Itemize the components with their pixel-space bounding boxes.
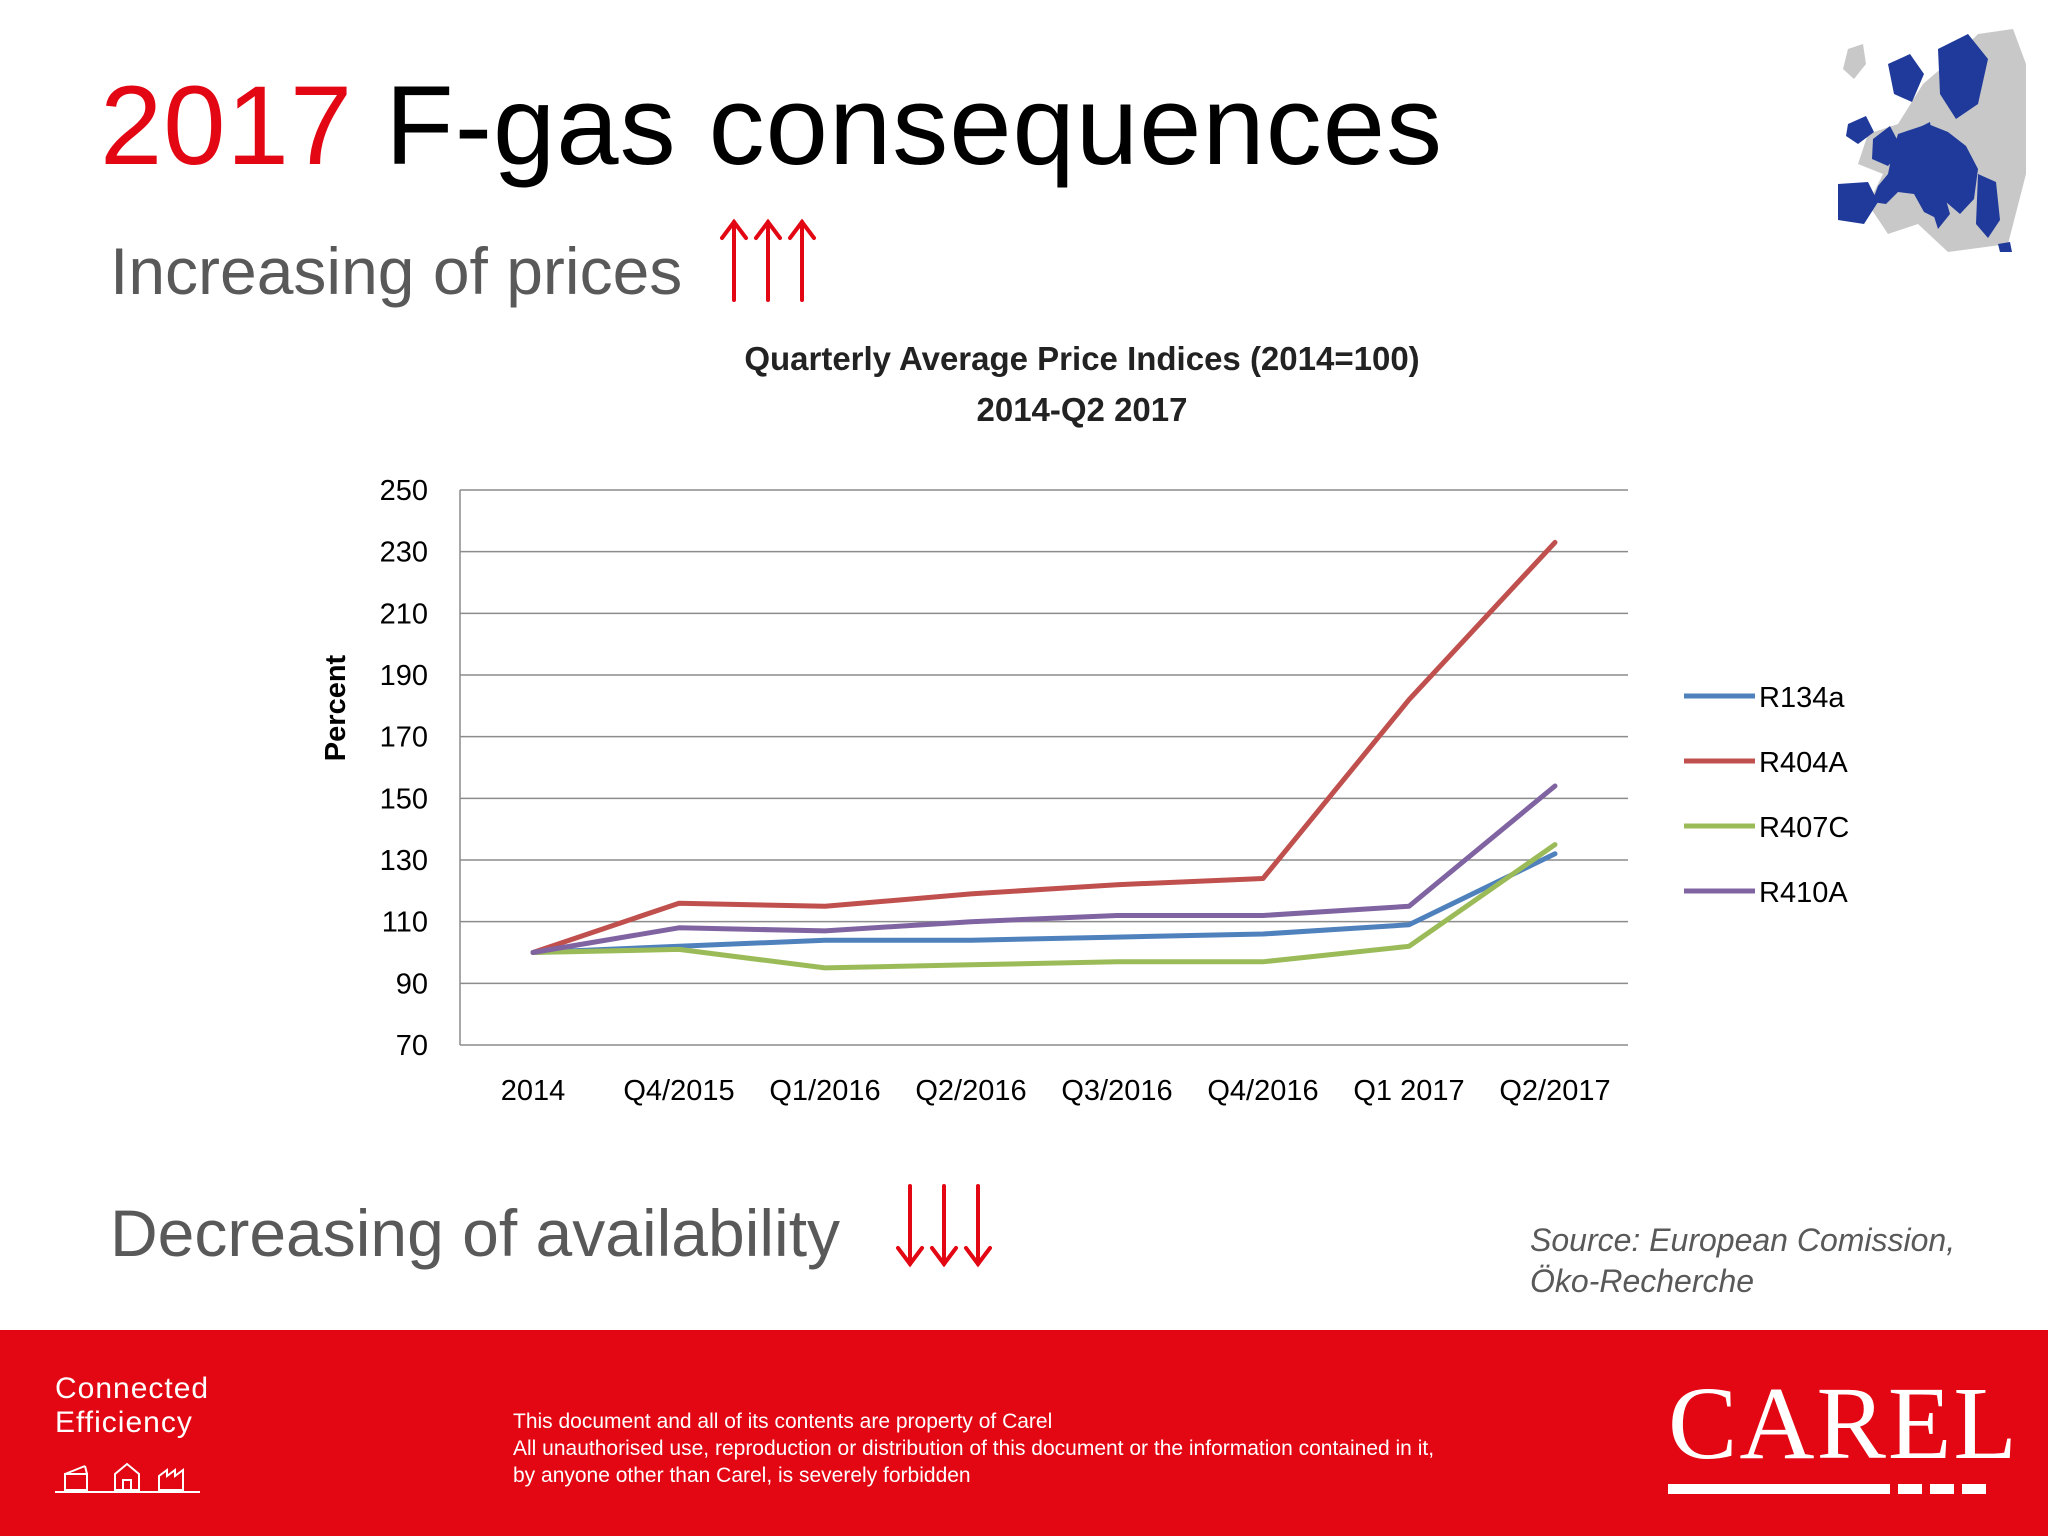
y-tick-label: 150 [380, 783, 428, 815]
y-tick-label: 130 [380, 845, 428, 877]
source-line-2: Öko-Recherche [1530, 1263, 1755, 1299]
x-tick-label: Q1 2017 [1353, 1075, 1464, 1107]
y-tick-label: 250 [380, 475, 428, 507]
y-tick-label: 90 [396, 968, 428, 1000]
x-tick-label: Q4/2015 [623, 1075, 734, 1107]
triple-up-arrow-icon [720, 218, 816, 302]
legend-label-r134a: R134a [1759, 682, 1845, 714]
logo-underline [1668, 1484, 2019, 1494]
tagline-line-1: Connected [55, 1372, 210, 1405]
prices-subtitle: Increasing of prices [110, 234, 683, 308]
x-tick-label: 2014 [501, 1075, 566, 1107]
legend-label-r407c: R407C [1759, 812, 1849, 844]
title-text: F-gas consequences [353, 63, 1443, 188]
y-tick-label: 70 [396, 1030, 428, 1062]
europe-map-icon [1828, 24, 2028, 254]
logo-wordmark: CAREL [1668, 1366, 2019, 1481]
y-tick-label: 170 [380, 722, 428, 754]
series-line-r407c [530, 842, 1558, 971]
series-line-r410a [530, 783, 1558, 955]
legal-line-3: by anyone other than Carel, is severely … [513, 1464, 971, 1487]
title-year: 2017 [100, 63, 354, 188]
carel-logo: CAREL [1668, 1372, 2019, 1494]
y-tick-label: 190 [380, 660, 428, 692]
series-line-r134a [530, 851, 1558, 955]
series-line-r404a [530, 539, 1558, 955]
legal-line-2: All unauthorised use, reproduction or di… [513, 1437, 1435, 1460]
triple-down-arrow-icon [896, 1184, 992, 1268]
footer-bar: Connected Efficiency This document and a… [0, 1330, 2048, 1536]
x-tick-label: Q2/2017 [1499, 1075, 1610, 1107]
chart-subtitle: 2014-Q2 2017 [976, 391, 1187, 428]
y-tick-label: 210 [380, 598, 428, 630]
legal-notice: This document and all of its contents ar… [513, 1408, 1434, 1489]
price-index-chart: Quarterly Average Price Indices (2014=10… [320, 340, 1849, 1107]
y-axis-title: Percent [320, 654, 352, 761]
y-tick-label: 230 [380, 537, 428, 569]
legend-label-r404a: R404A [1759, 747, 1848, 779]
connected-efficiency-tagline: Connected Efficiency [55, 1372, 209, 1440]
tagline-line-2: Efficiency [55, 1406, 193, 1439]
x-tick-label: Q3/2016 [1061, 1075, 1172, 1107]
x-tick-label: Q4/2016 [1207, 1075, 1318, 1107]
x-tick-label: Q2/2016 [915, 1075, 1026, 1107]
legend-label-r410a: R410A [1759, 877, 1848, 909]
y-tick-label: 110 [382, 907, 428, 939]
slide-title: 2017 F-gas consequences [100, 70, 1443, 182]
building-icons [55, 1462, 200, 1493]
x-tick-label: Q1/2016 [769, 1075, 880, 1107]
legal-line-1: This document and all of its contents ar… [513, 1410, 1053, 1433]
source-note: Source: European Comission, Öko-Recherch… [1530, 1220, 1955, 1302]
availability-subtitle: Decreasing of availability [110, 1196, 841, 1270]
chart-title: Quarterly Average Price Indices (2014=10… [744, 340, 1419, 377]
source-line-1: Source: European Comission, [1530, 1222, 1956, 1258]
